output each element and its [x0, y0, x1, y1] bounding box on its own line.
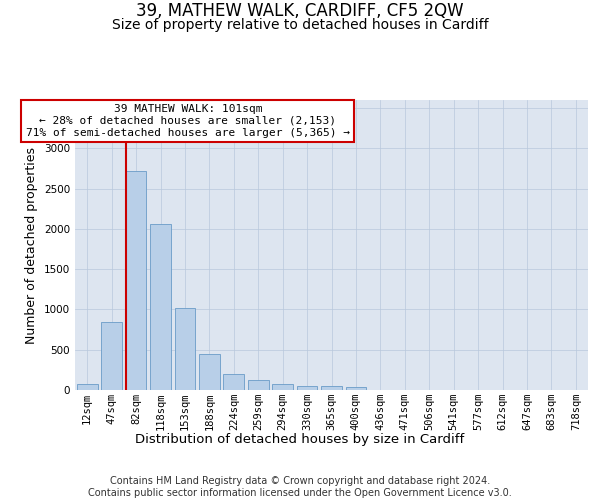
Y-axis label: Number of detached properties: Number of detached properties: [25, 146, 38, 344]
Text: Contains HM Land Registry data © Crown copyright and database right 2024.
Contai: Contains HM Land Registry data © Crown c…: [88, 476, 512, 498]
Text: Size of property relative to detached houses in Cardiff: Size of property relative to detached ho…: [112, 18, 488, 32]
Bar: [150, 224, 171, 390]
Text: Distribution of detached houses by size in Cardiff: Distribution of detached houses by size …: [136, 432, 464, 446]
Text: 39 MATHEW WALK: 101sqm
← 28% of detached houses are smaller (2,153)
71% of semi-: 39 MATHEW WALK: 101sqm ← 28% of detached…: [26, 104, 350, 138]
Bar: [77, 384, 98, 390]
Bar: [223, 374, 244, 390]
Bar: [199, 354, 220, 390]
Bar: [272, 384, 293, 390]
Bar: [321, 386, 342, 390]
Bar: [248, 380, 269, 390]
Bar: [346, 387, 367, 390]
Bar: [296, 386, 317, 390]
Bar: [175, 308, 196, 390]
Bar: [101, 322, 122, 390]
Bar: [125, 171, 146, 390]
Text: 39, MATHEW WALK, CARDIFF, CF5 2QW: 39, MATHEW WALK, CARDIFF, CF5 2QW: [136, 2, 464, 21]
